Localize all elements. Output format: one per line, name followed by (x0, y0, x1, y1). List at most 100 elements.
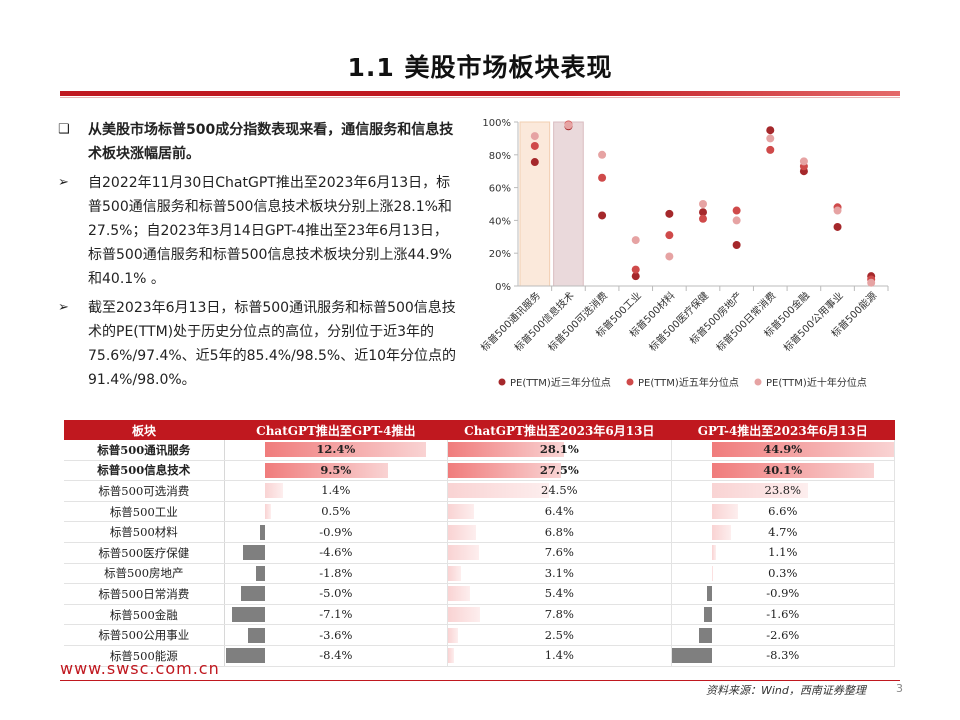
return-value: 40.1% (763, 462, 803, 477)
return-bar (264, 504, 272, 520)
data-point (799, 157, 808, 166)
data-point (665, 209, 674, 218)
table-row: 标普500房地产 -1.8% 3.1% 0.3% (64, 563, 896, 585)
return-bar (711, 442, 894, 458)
sector-name: 标普500能源 (64, 645, 225, 667)
return-value: 0.3% (768, 565, 798, 580)
checkbox-bullet-icon: ❑ (58, 122, 70, 137)
table-row: 标普500信息技术 9.5% 27.5% 40.1% (64, 460, 896, 482)
table-header-sector: 板块 (64, 420, 225, 440)
return-bar (448, 504, 475, 520)
website-url: www.swsc.com.cn (60, 659, 220, 678)
return-cell: -1.6% (671, 604, 896, 626)
table-row: 标普500可选消费 1.4% 24.5% 23.8% (64, 480, 896, 502)
y-tick-label: 40% (489, 216, 511, 227)
data-point (665, 252, 674, 261)
data-point (867, 278, 876, 287)
return-value: 2.5% (544, 627, 574, 642)
x-tick-label: 标普500通讯服务 (478, 289, 543, 354)
return-value: -8.4% (319, 648, 353, 663)
return-value: 0.5% (321, 504, 351, 519)
bullet-text: 截至2023年6月13日，标普500通讯服务和标普500信息技术的PE(TTM)… (88, 300, 457, 388)
table-header-row: 板块 ChatGPT推出至GPT-4推出 ChatGPT推出至2023年6月13… (64, 420, 895, 440)
page-number: 3 (896, 682, 903, 695)
return-bar (247, 627, 265, 643)
table-row: 标普500能源 -8.4% 1.4% -8.3% (64, 645, 896, 667)
return-bar (448, 483, 549, 499)
legend-label: PE(TTM)近三年分位点 (510, 376, 611, 389)
bullet-item: ➢ 截至2023年6月13日，标普500通讯服务和标普500信息技术的PE(TT… (58, 296, 460, 392)
return-bar (698, 627, 712, 643)
return-cell: 6.6% (671, 501, 896, 523)
return-value: 3.1% (544, 565, 574, 580)
data-point (833, 222, 842, 231)
sector-name: 标普500日常消费 (64, 583, 225, 605)
sector-name: 标普500通讯服务 (64, 440, 225, 461)
sector-name: 标普500公用事业 (64, 624, 225, 646)
return-cell: 5.4% (447, 583, 672, 605)
return-value: 5.4% (544, 586, 574, 601)
return-cell: 12.4% (224, 440, 449, 461)
data-point (631, 272, 640, 281)
table-row: 标普500材料 -0.9% 6.8% 4.7% (64, 521, 896, 543)
return-cell: -5.0% (224, 583, 449, 605)
return-bar (243, 545, 265, 561)
return-bar (264, 462, 389, 478)
return-value: 4.7% (768, 524, 798, 539)
legend-marker (754, 378, 762, 386)
return-cell: -8.4% (224, 645, 449, 667)
return-cell: -0.9% (671, 583, 896, 605)
return-cell: -1.8% (224, 563, 449, 585)
return-value: 1.1% (768, 545, 798, 560)
bullet-list: ❑ 从美股市场标普500成分指数表现来看，通信服务和信息技术板块涨幅居前。 ➢ … (58, 118, 460, 397)
return-cell: -7.1% (224, 604, 449, 626)
return-cell: 1.4% (224, 480, 449, 502)
legend-marker (498, 378, 506, 386)
sector-name: 标普500信息技术 (64, 460, 225, 482)
legend-label: PE(TTM)近十年分位点 (766, 376, 867, 389)
return-value: 6.6% (768, 504, 798, 519)
x-tick-label: 标普500可选消费 (545, 289, 610, 354)
arrow-bullet-icon: ➢ (58, 300, 69, 315)
return-value: 7.6% (544, 545, 574, 560)
source-note: 资料来源：Wind，西南证券整理 (706, 684, 866, 697)
x-tick-label: 标普500信息技术 (511, 289, 576, 354)
return-bar (264, 442, 426, 458)
table-row: 标普500金融 -7.1% 7.8% -1.6% (64, 604, 896, 626)
return-cell: 44.9% (671, 440, 896, 461)
return-value: -0.9% (766, 586, 800, 601)
return-bar (448, 462, 562, 478)
return-cell: -3.6% (224, 624, 449, 646)
data-point (598, 150, 607, 159)
data-point (530, 141, 539, 150)
bullet-item: ❑ 从美股市场标普500成分指数表现来看，通信服务和信息技术板块涨幅居前。 (58, 118, 460, 166)
return-cell: 28.1% (447, 440, 672, 461)
return-cell: 27.5% (447, 460, 672, 482)
bullet-text: 自2022年11月30日ChatGPT推出至2023年6月13日，标普500通信… (88, 175, 452, 287)
return-bar (231, 607, 265, 623)
return-value: -8.3% (766, 648, 800, 663)
return-value: 6.8% (544, 524, 574, 539)
return-value: -4.6% (319, 545, 353, 560)
sector-name: 标普500金融 (64, 604, 225, 626)
table-header-period3: GPT-4推出至2023年6月13日 (671, 420, 895, 440)
x-tick-label: 标普500医疗保健 (646, 289, 711, 354)
return-cell: 40.1% (671, 460, 896, 482)
data-point (766, 126, 775, 135)
return-value: 24.5% (541, 483, 578, 498)
return-value: 1.4% (544, 648, 574, 663)
table-row: 标普500工业 0.5% 6.4% 6.6% (64, 501, 896, 523)
return-bar (225, 648, 265, 664)
return-bar (448, 648, 454, 664)
data-point (732, 206, 741, 215)
return-cell: -0.9% (224, 521, 449, 543)
return-value: -3.6% (319, 627, 353, 642)
return-cell: 23.8% (671, 480, 896, 502)
data-point (665, 231, 674, 240)
data-point (598, 173, 607, 182)
title-divider-thin (60, 97, 900, 98)
return-bar (260, 524, 265, 540)
return-cell: 7.6% (447, 542, 672, 564)
data-point (564, 121, 573, 130)
arrow-bullet-icon: ➢ (58, 175, 69, 190)
